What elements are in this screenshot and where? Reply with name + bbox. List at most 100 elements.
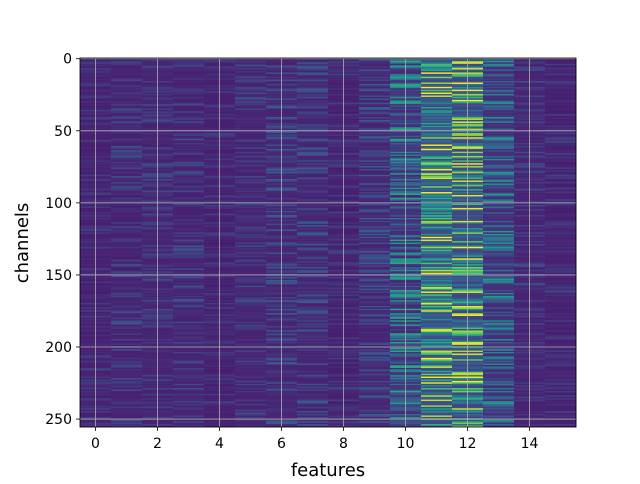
heatmap-cell (297, 409, 329, 412)
heatmap-cell (483, 104, 515, 106)
heatmap-cell (545, 337, 577, 340)
heatmap-cell (359, 166, 391, 168)
heatmap-cell (235, 75, 267, 78)
heatmap-cell (421, 66, 453, 69)
heatmap-cell (359, 363, 391, 366)
heatmap-cell (359, 210, 391, 213)
heatmap-cell (173, 321, 205, 324)
heatmap-cell (359, 128, 391, 131)
heatmap-cell (545, 375, 577, 377)
heatmap-cell (173, 416, 205, 419)
heatmap-cell (173, 138, 205, 141)
heatmap-cell (297, 236, 329, 239)
heatmap-cell (359, 393, 391, 396)
heatmap-cell (359, 81, 391, 83)
heatmap-cell (297, 168, 329, 171)
heatmap-cell (297, 339, 329, 341)
heatmap-cell (297, 297, 329, 300)
heatmap-cell (359, 317, 391, 320)
heatmap-cell (421, 341, 453, 344)
heatmap-cell (297, 94, 329, 96)
heatmap-cell (421, 96, 453, 99)
heatmap-cell (545, 190, 577, 193)
heatmap-cell (483, 217, 515, 220)
heatmap-cell (421, 340, 453, 343)
heatmap-cell (111, 370, 143, 373)
heatmap-cell (359, 124, 391, 127)
heatmap-cell (545, 127, 577, 129)
heatmap-cell (173, 223, 205, 226)
heatmap-cell (111, 372, 143, 374)
heatmap-cell (545, 220, 577, 223)
heatmap-cell (545, 264, 577, 266)
heatmap-cell (297, 196, 329, 199)
heatmap-cell (483, 252, 515, 255)
heatmap-cell (545, 383, 577, 386)
heatmap-cell (421, 104, 453, 106)
heatmap-cell (483, 421, 515, 423)
heatmap-cell (297, 324, 329, 327)
heatmap-cell (359, 408, 391, 411)
heatmap-cell (421, 401, 453, 403)
heatmap-cell (297, 395, 329, 398)
heatmap-cell (421, 416, 453, 419)
heatmap-cells (80, 58, 577, 428)
heatmap-cell (421, 385, 453, 387)
heatmap-cell (173, 352, 205, 354)
heatmap-cell (297, 229, 329, 232)
heatmap-cell (111, 189, 143, 191)
heatmap-cell (483, 179, 515, 181)
heatmap-cell (111, 425, 143, 428)
heatmap-cell (173, 294, 205, 297)
heatmap-cell (111, 318, 143, 321)
heatmap-cell (483, 246, 515, 249)
heatmap-cell (359, 134, 391, 137)
heatmap-cell (421, 294, 453, 297)
heatmap-cell (545, 392, 577, 395)
heatmap-cell (483, 408, 515, 411)
heatmap-cell (483, 279, 515, 282)
heatmap-cell (173, 62, 205, 65)
heatmap-cell (483, 192, 515, 194)
heatmap-cell (173, 256, 205, 259)
heatmap-cell (297, 271, 329, 274)
heatmap-cell (483, 251, 515, 253)
heatmap-cell (235, 216, 267, 219)
heatmap-cell (297, 187, 329, 190)
heatmap-cell (111, 118, 143, 121)
heatmap-cell (545, 157, 577, 160)
heatmap-cell (545, 307, 577, 310)
heatmap-cell (297, 163, 329, 165)
heatmap-cell (173, 83, 205, 86)
heatmap-cell (545, 269, 577, 272)
heatmap-cell (359, 131, 391, 134)
heatmap-cell (297, 181, 329, 184)
heatmap-cell (483, 267, 515, 269)
heatmap-cell (235, 399, 267, 402)
heatmap-cell (111, 385, 143, 387)
heatmap-cell (545, 366, 577, 369)
heatmap-cell (111, 79, 143, 82)
heatmap-cell (421, 353, 453, 356)
heatmap-cell (297, 223, 329, 226)
heatmap-cell (235, 109, 267, 112)
heatmap-cell (359, 180, 391, 183)
heatmap-cell (421, 166, 453, 168)
heatmap-cell (421, 326, 453, 328)
heatmap-cell (421, 88, 453, 91)
heatmap-cell (359, 281, 391, 284)
y-tick-label: 0 (63, 52, 72, 68)
heatmap-cell (173, 86, 205, 89)
heatmap-cell (173, 298, 205, 301)
heatmap-cell (421, 75, 453, 78)
heatmap-cell (235, 209, 267, 212)
heatmap-cell (111, 170, 143, 173)
heatmap-cell (359, 79, 391, 82)
heatmap-cell (173, 192, 205, 194)
heatmap-cell (297, 157, 329, 160)
heatmap-cell (421, 138, 453, 141)
heatmap-cell (235, 206, 267, 209)
heatmap-cell (421, 79, 453, 82)
heatmap-cell (235, 137, 267, 140)
heatmap-cell (359, 184, 391, 187)
